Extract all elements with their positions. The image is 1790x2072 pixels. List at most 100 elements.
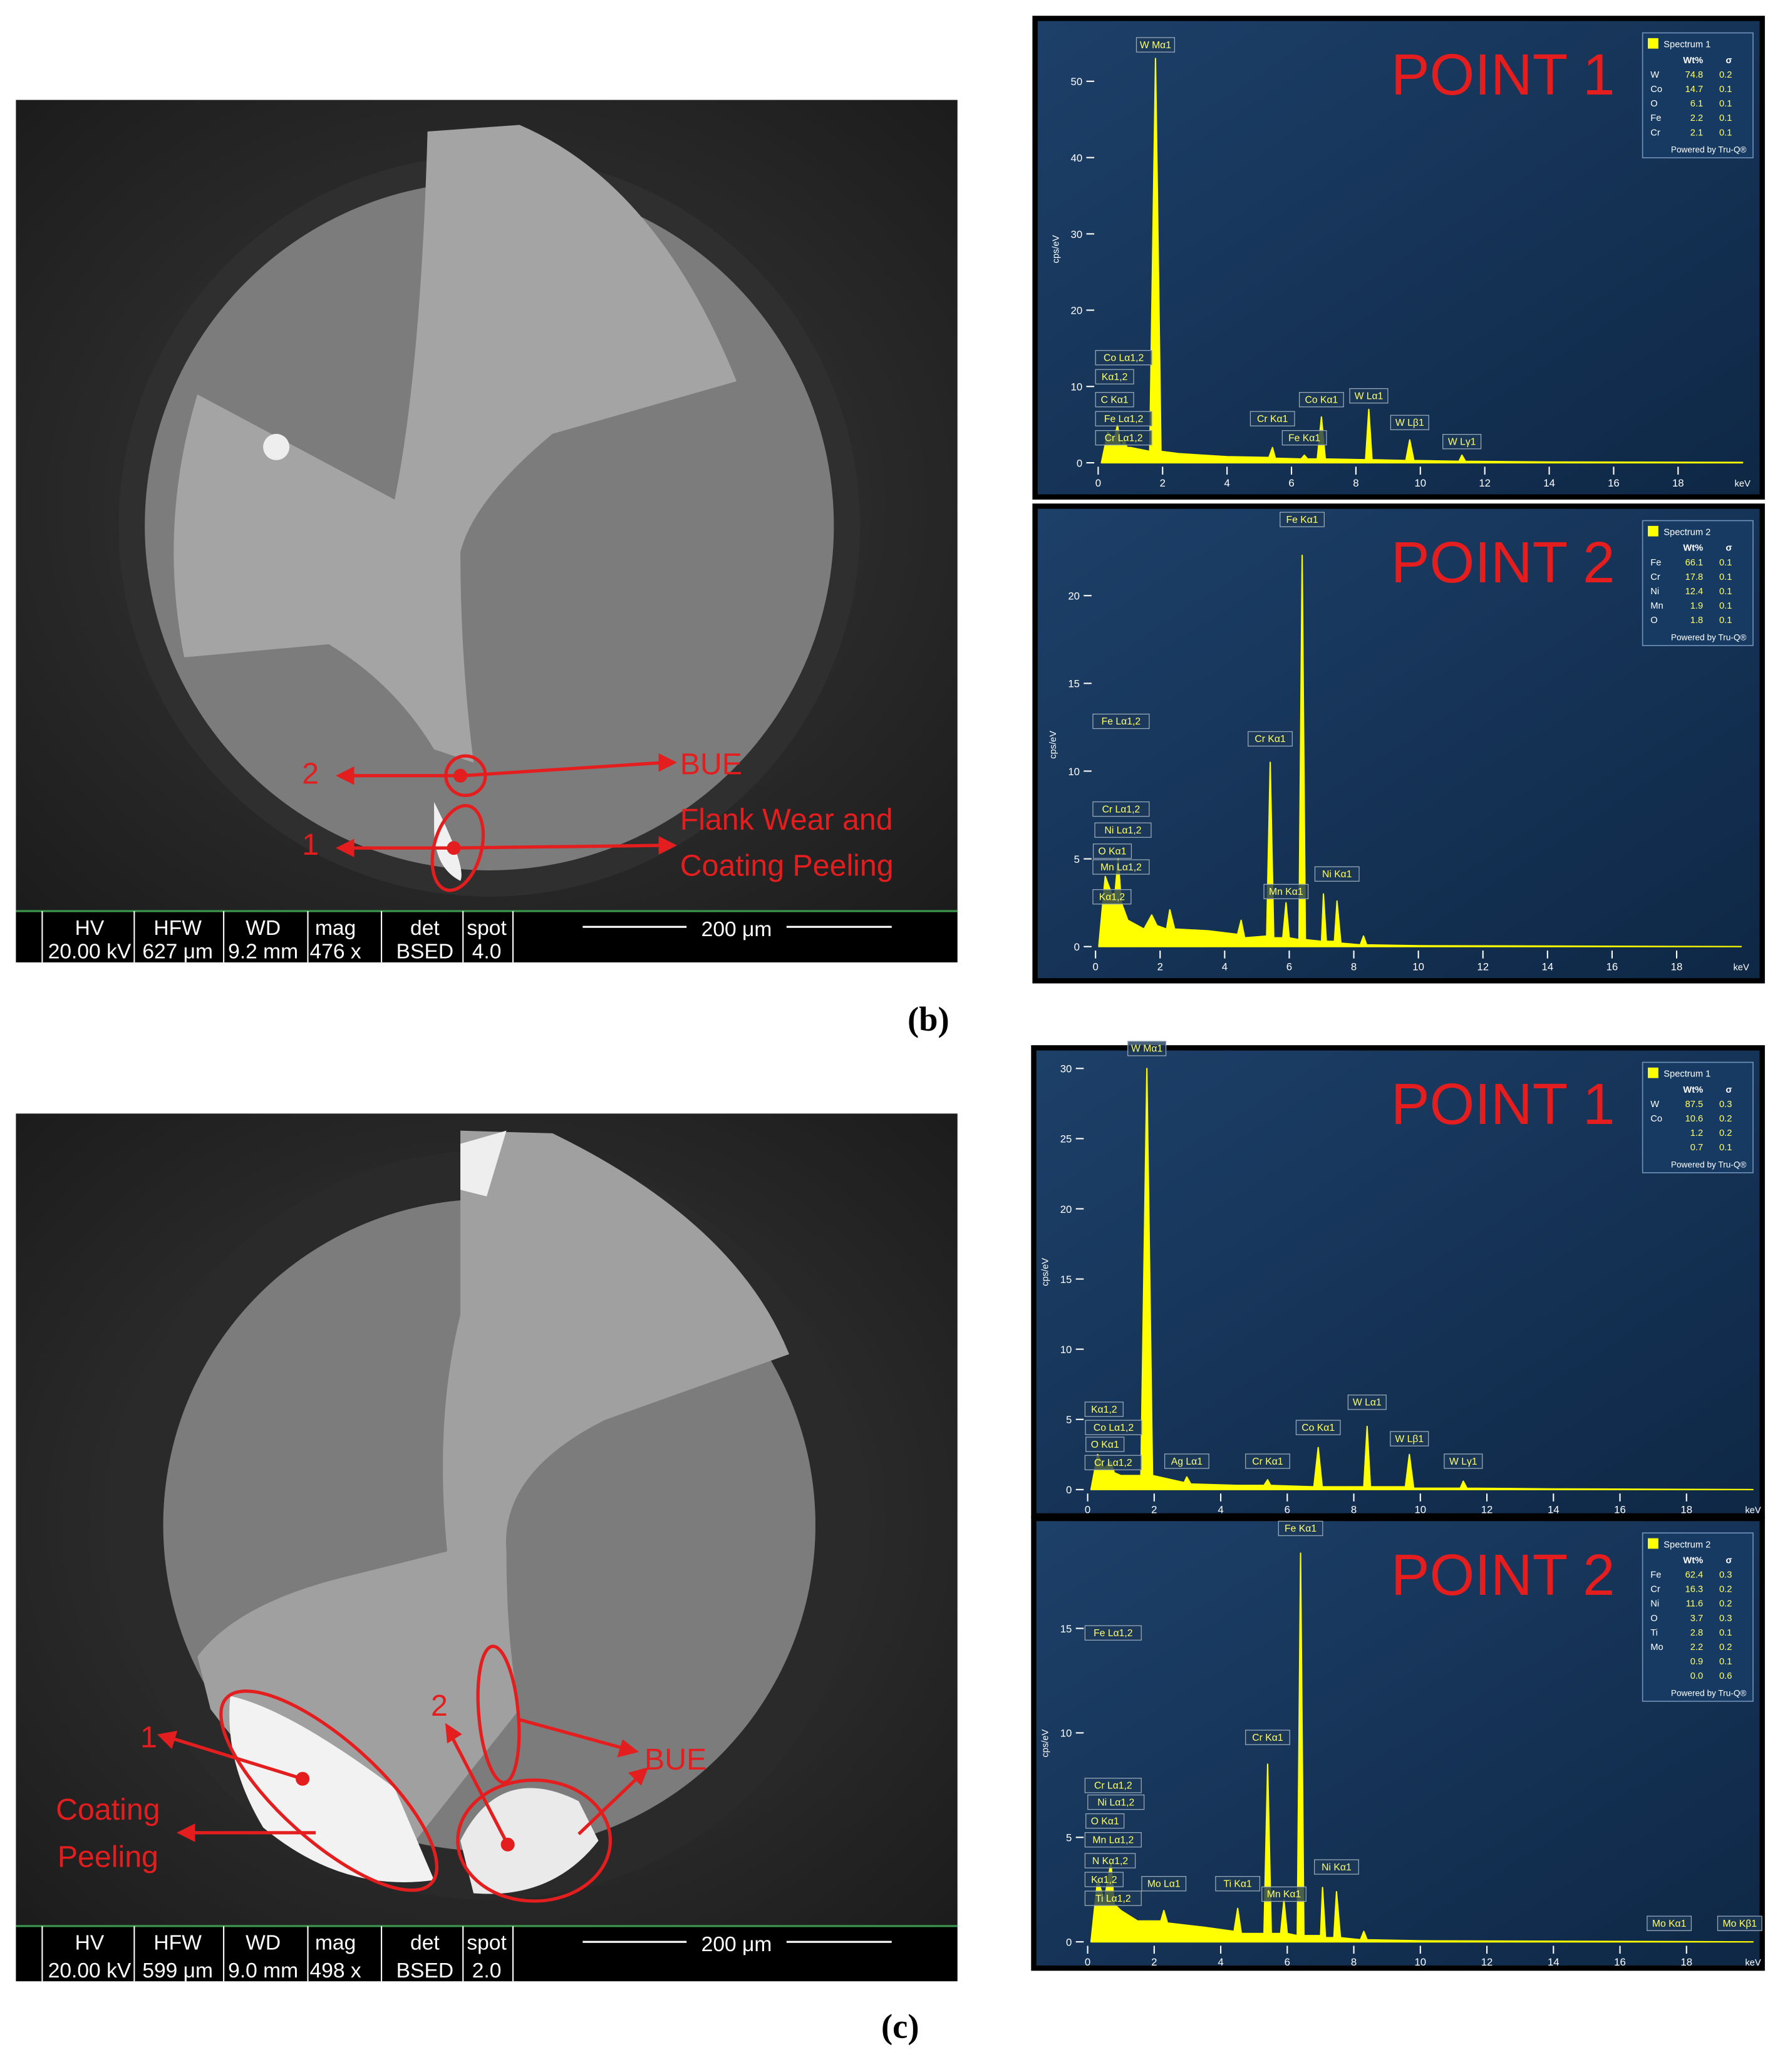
y-tick-label: 10 <box>1071 381 1083 393</box>
databar-header: spot <box>467 917 507 940</box>
peak-label-box <box>1717 1915 1762 1931</box>
peak-label: Kα1,2 <box>1102 372 1127 383</box>
peak-label: O Kα1 <box>1091 1816 1119 1827</box>
y-axis-label: cps/eV <box>1048 731 1058 759</box>
legend-header: Wt% <box>1683 1085 1703 1095</box>
peak-label: Mn Kα1 <box>1267 1889 1301 1900</box>
peak-label: Cr Lα1,2 <box>1105 433 1143 443</box>
y-tick-label: 5 <box>1066 1832 1072 1844</box>
peak-label-box <box>1442 434 1482 450</box>
peak-label-box <box>1084 1853 1136 1868</box>
peak-label-box <box>1085 1813 1125 1829</box>
legend-wt: 0.7 <box>1690 1143 1703 1153</box>
legend-element: W <box>1650 70 1659 80</box>
peak-label: Cr Kα1 <box>1255 734 1285 745</box>
x-tick-label: 14 <box>1543 477 1555 489</box>
annotation: BUE <box>644 1743 706 1776</box>
legend-element: Fe <box>1650 1570 1661 1580</box>
peak-label: W Mα1 <box>1131 1044 1162 1054</box>
legend-swatch <box>1648 525 1658 537</box>
legend-box <box>1642 1061 1754 1173</box>
x-tick-label: 8 <box>1353 477 1358 489</box>
peak-label: W Lγ1 <box>1449 1456 1477 1467</box>
legend-sigma: 0.2 <box>1719 1642 1732 1652</box>
legend-wt: 2.2 <box>1690 113 1703 123</box>
legend-wt: 17.8 <box>1685 572 1704 582</box>
legend-sigma: 0.2 <box>1719 1114 1732 1124</box>
peak-label-box <box>1084 1455 1142 1470</box>
legend-sigma: 0.1 <box>1719 85 1732 95</box>
y-tick-label: 10 <box>1060 1344 1072 1356</box>
peak-label: W Mα1 <box>1140 40 1171 51</box>
peak-label-box <box>1085 1436 1125 1452</box>
x-tick-label: 18 <box>1672 477 1684 489</box>
peak-label-box <box>1141 1876 1187 1892</box>
legend-wt: 2.2 <box>1690 1642 1703 1652</box>
y-tick-label: 50 <box>1071 76 1083 88</box>
legend-element: Ni <box>1650 1599 1659 1609</box>
peak-label: Fe Lα1,2 <box>1094 1628 1132 1639</box>
legend-header: Wt% <box>1683 544 1703 554</box>
peak-label-box <box>1095 392 1134 408</box>
chart-title: POINT 2 <box>1391 530 1615 595</box>
peak-label: Cr Lα1,2 <box>1102 804 1141 815</box>
legend-sigma: 0.2 <box>1719 1599 1732 1609</box>
legend-sigma: 0.6 <box>1719 1671 1732 1681</box>
chart-frame <box>1032 503 1765 984</box>
legend-wt: 10.6 <box>1685 1114 1704 1124</box>
y-tick-label: 30 <box>1060 1063 1072 1075</box>
peak-label-box <box>1092 889 1132 905</box>
x-tick-label: 16 <box>1608 477 1620 489</box>
chart-title: POINT 2 <box>1391 1542 1615 1607</box>
peak-label-box <box>1136 37 1176 53</box>
peak-label-box <box>1390 1431 1429 1446</box>
legend-footer: Powered by Tru-Q® <box>1671 633 1747 642</box>
x-tick-label: 18 <box>1671 961 1683 973</box>
peak-label: Ni Lα1,2 <box>1097 1797 1134 1808</box>
peak-label-box <box>1095 369 1134 384</box>
databar-header: HFW <box>153 917 202 940</box>
x-tick-label: 0 <box>1095 477 1101 489</box>
y-tick-label: 0 <box>1066 1484 1072 1496</box>
peak-label-box <box>1261 1886 1306 1902</box>
legend-header: Wt% <box>1683 1555 1703 1565</box>
x-axis-label: keV <box>1735 479 1751 489</box>
chart-title: POINT 1 <box>1391 42 1615 107</box>
peak-label: Fe Lα1,2 <box>1104 414 1143 425</box>
peak-label: Ti Lα1,2 <box>1095 1894 1131 1904</box>
peak-label-box <box>1085 1420 1142 1435</box>
peak-label-box <box>1084 1872 1124 1887</box>
peak-label-box <box>1281 430 1327 446</box>
peak-label: Cr Kα1 <box>1252 1733 1283 1743</box>
spectrum <box>1098 554 1742 947</box>
legend-element: Mo <box>1650 1642 1663 1652</box>
legend-swatch <box>1648 38 1658 49</box>
peak-label: Co Lα1,2 <box>1094 1423 1134 1433</box>
legend-element: Mn <box>1650 601 1663 611</box>
peak-label: Mo Lα1 <box>1147 1879 1181 1890</box>
peak-label-box <box>1127 1041 1167 1056</box>
annotation: 1 <box>140 1720 157 1754</box>
x-tick-label: 2 <box>1160 477 1166 489</box>
databar-header: HFW <box>153 1932 202 1955</box>
peak-label: Mn Kα1 <box>1269 887 1303 897</box>
legend-name: Spectrum 1 <box>1663 40 1710 50</box>
x-tick-label: 12 <box>1481 1956 1493 1968</box>
annotation: 1 <box>302 828 319 862</box>
x-tick-label: 2 <box>1157 961 1163 973</box>
y-tick-label: 30 <box>1071 229 1083 240</box>
caption: (c) <box>881 2007 919 2045</box>
legend-wt: 2.8 <box>1690 1628 1703 1638</box>
peak-label-box <box>1314 866 1360 882</box>
x-tick-label: 8 <box>1351 1956 1357 1968</box>
x-tick-label: 8 <box>1351 961 1357 973</box>
annotation: 2 <box>431 1689 448 1723</box>
legend-sigma: 0.1 <box>1719 1657 1732 1667</box>
legend-sigma: 0.1 <box>1719 113 1732 123</box>
y-tick-label: 10 <box>1060 1728 1072 1740</box>
peak-label: N Kα1,2 <box>1092 1856 1128 1867</box>
spectrum <box>1090 1552 1754 1943</box>
databar-value: 4.0 <box>472 941 502 964</box>
